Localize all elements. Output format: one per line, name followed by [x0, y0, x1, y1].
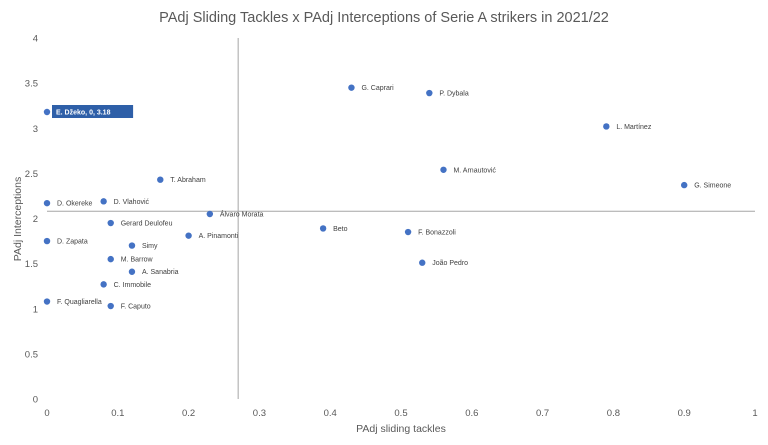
x-axis-ticks: 0 0.1 0.2 0.3 0.4 0.5 0.6 0.7 0.8 0.9 1: [44, 408, 757, 419]
x-tick-label: 0.1: [111, 408, 124, 419]
point-label: P. Dybala: [439, 91, 469, 98]
y-tick-label: 2: [33, 214, 38, 225]
point-label: A. Sanabria: [142, 269, 179, 276]
highlight-label-box: [52, 105, 134, 119]
data-point: [426, 89, 433, 97]
point-label: T. Abraham: [170, 177, 206, 184]
data-point: [128, 268, 136, 275]
data-point: [128, 242, 136, 249]
data-point: [319, 225, 327, 232]
highlight-label: E. Džeko, 0, 3.18: [56, 110, 111, 117]
data-point: [404, 228, 412, 236]
x-tick-label: 0.6: [465, 408, 478, 419]
x-axis-title: PAdj sliding tackles: [356, 423, 446, 435]
x-tick-label: 0.2: [182, 408, 195, 419]
y-tick-label: 0: [33, 395, 38, 406]
y-tick-label: 2.5: [25, 169, 38, 180]
x-tick-label: 0.9: [678, 408, 691, 419]
point-label: M. Arnautović: [453, 167, 496, 174]
point-label: Álvaro Morata: [220, 209, 264, 218]
point-label: D. Okereke: [57, 201, 93, 208]
data-point: [185, 232, 192, 239]
point-label: C. Immobile: [114, 282, 151, 289]
point-label: F. Bonazzoli: [418, 230, 456, 237]
point-label: A. Pinamonti: [199, 233, 239, 240]
data-point: [43, 237, 51, 245]
y-tick-label: 1: [33, 304, 38, 315]
x-tick-label: 0.5: [394, 408, 407, 419]
point-label: João Pedro: [432, 260, 468, 267]
point-label: G. Simeone: [694, 183, 731, 190]
y-tick-label: 4: [33, 34, 38, 45]
data-point: [107, 219, 114, 227]
y-axis-ticks: 0 0.5 1 1.5 2 2.5 3 3.5 4: [25, 34, 38, 406]
x-tick-label: 0.8: [607, 408, 620, 419]
data-point: [206, 210, 214, 218]
y-tick-label: 3.5: [25, 79, 38, 90]
data-point: [419, 259, 426, 266]
y-tick-label: 3: [33, 124, 38, 135]
data-point: [43, 199, 51, 207]
point-label: Beto: [333, 226, 348, 233]
data-point: [100, 198, 107, 205]
reference-lines: [47, 38, 755, 399]
data-point: [107, 255, 114, 263]
x-tick-label: 0.7: [536, 408, 549, 419]
x-tick-label: 0.4: [324, 408, 337, 419]
x-tick-label: 1: [752, 408, 757, 419]
x-tick-label: 0.3: [253, 408, 266, 419]
chart-title: PAdj Sliding Tackles x PAdj Interception…: [159, 10, 609, 26]
point-label: D. Vlahović: [114, 199, 150, 206]
point-label: L. Martínez: [616, 124, 652, 131]
y-tick-label: 0.5: [25, 349, 38, 360]
data-point: [157, 176, 164, 183]
data-point: [603, 123, 610, 130]
point-label: F. Quagliarella: [57, 299, 102, 306]
point-label: M. Barrow: [121, 257, 154, 264]
data-point: [348, 84, 355, 91]
point-label: G. Caprari: [361, 85, 394, 92]
data-point: [43, 298, 51, 305]
point-label: D. Zapata: [57, 239, 88, 246]
data-point: [43, 108, 51, 116]
data-point: [107, 302, 114, 310]
data-points: E. Džeko, 0, 3.18 G. Caprari P. Dybala L. M…: [43, 84, 731, 311]
data-point: [100, 281, 107, 288]
data-point: [440, 166, 447, 173]
point-label: Gerard Deulofeu: [121, 221, 173, 228]
y-axis-title: PAdj Interceptions: [12, 177, 24, 261]
point-label: F. Caputo: [121, 304, 151, 311]
x-tick-label: 0: [44, 408, 49, 419]
point-label: Simy: [142, 243, 158, 250]
y-tick-label: 1.5: [25, 259, 38, 270]
data-point: [681, 181, 688, 189]
